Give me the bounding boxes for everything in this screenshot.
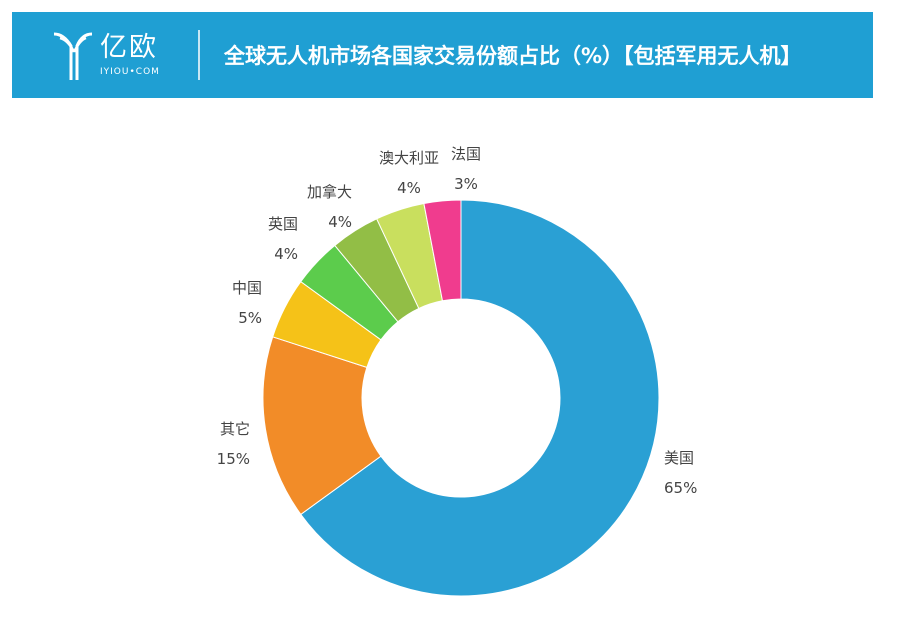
slice-value-label-2: 5% (238, 309, 262, 327)
slice-value-label-1: 15% (217, 450, 250, 468)
slice-value-label-4: 4% (328, 213, 352, 231)
slice-value-label-5: 4% (397, 179, 421, 197)
slice-label-6: 法国 (451, 145, 481, 163)
slice-value-label-6: 3% (454, 175, 478, 193)
slice-value-label-3: 4% (274, 245, 298, 263)
header-banner: 亿欧 IYIOU•COM 全球无人机市场各国家交易份额占比（%）【包括军用无人机… (12, 12, 873, 98)
donut-slice-0 (300, 199, 660, 597)
brand-name-cn: 亿欧 (100, 32, 158, 63)
header-divider (198, 30, 200, 80)
slice-label-4: 加拿大 (307, 183, 352, 201)
slice-value-label-0: 65% (664, 479, 697, 497)
donut-slice-6 (423, 199, 462, 302)
slice-label-3: 英国 (268, 215, 298, 233)
yiou-logo-icon (53, 32, 93, 80)
brand-name-en: IYIOU•COM (100, 67, 160, 77)
slice-label-2: 中国 (232, 279, 262, 297)
yiou-logo: 亿欧 IYIOU•COM (52, 28, 192, 82)
slice-label-1: 其它 (220, 420, 250, 438)
slice-label-5: 澳大利亚 (379, 149, 439, 167)
slice-label-0: 美国 (664, 449, 694, 467)
page-title: 全球无人机市场各国家交易份额占比（%）【包括军用无人机】 (224, 44, 802, 68)
